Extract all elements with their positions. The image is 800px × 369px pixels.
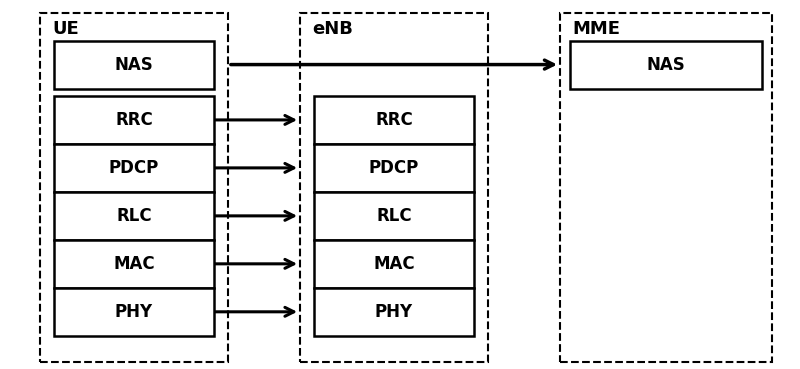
- Text: MAC: MAC: [373, 255, 415, 273]
- Text: MAC: MAC: [113, 255, 155, 273]
- Text: RRC: RRC: [115, 111, 153, 129]
- Bar: [54, 192, 214, 240]
- Bar: [54, 240, 214, 288]
- Text: NAS: NAS: [646, 56, 686, 73]
- Text: PDCP: PDCP: [109, 159, 159, 177]
- Bar: [300, 13, 488, 362]
- Bar: [314, 96, 474, 144]
- Bar: [314, 288, 474, 336]
- Text: eNB: eNB: [312, 20, 353, 38]
- Bar: [54, 96, 214, 144]
- Text: UE: UE: [52, 20, 78, 38]
- Bar: [314, 240, 474, 288]
- Bar: [40, 13, 228, 362]
- Bar: [560, 13, 772, 362]
- Bar: [54, 288, 214, 336]
- Bar: [54, 41, 214, 89]
- Bar: [570, 41, 762, 89]
- Text: PDCP: PDCP: [369, 159, 419, 177]
- Text: PHY: PHY: [375, 303, 413, 321]
- Text: RLC: RLC: [376, 207, 412, 225]
- Text: NAS: NAS: [114, 56, 154, 73]
- Text: MME: MME: [572, 20, 620, 38]
- Bar: [314, 192, 474, 240]
- Text: PHY: PHY: [115, 303, 153, 321]
- Text: RRC: RRC: [375, 111, 413, 129]
- Bar: [54, 144, 214, 192]
- Bar: [314, 144, 474, 192]
- Text: RLC: RLC: [116, 207, 152, 225]
